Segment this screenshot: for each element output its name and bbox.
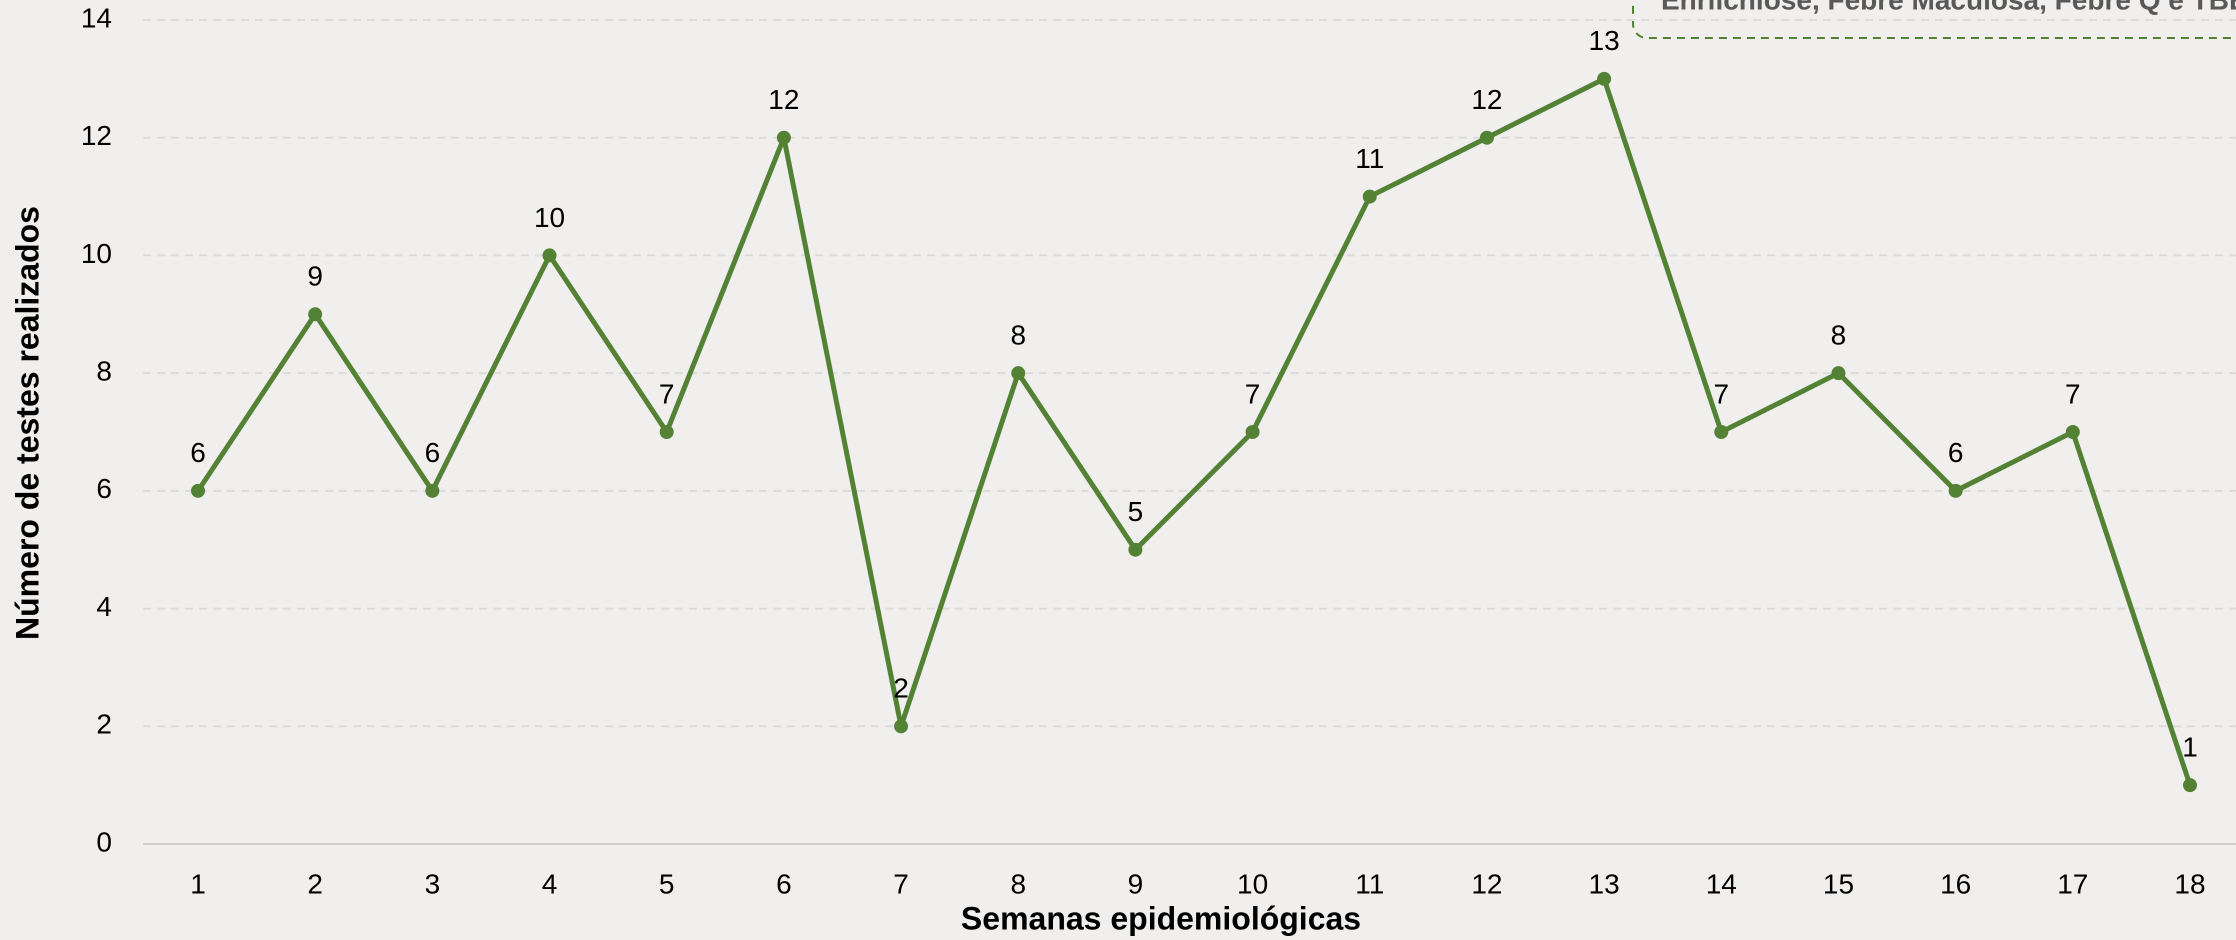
data-label: 7 <box>1714 378 1730 409</box>
point <box>425 483 440 498</box>
point <box>191 483 205 498</box>
x-tick-label: 11 <box>1355 868 1384 899</box>
data-label: 7 <box>659 378 675 409</box>
y-tick-label: 2 <box>96 709 112 740</box>
data-label: 5 <box>1128 496 1144 527</box>
data-label: 11 <box>1355 143 1384 174</box>
x-tick-label: 10 <box>1237 868 1268 899</box>
x-tick-label: 18 <box>2174 868 2205 899</box>
data-label: 2 <box>893 673 909 704</box>
data-label: 6 <box>425 437 441 468</box>
point <box>1362 189 1377 204</box>
point <box>659 425 674 439</box>
y-tick-label: 14 <box>81 2 112 33</box>
data-label: 8 <box>1010 320 1026 351</box>
data-label: 10 <box>534 202 565 233</box>
x-tick-label: 16 <box>1940 868 1971 899</box>
data-label: 6 <box>190 437 206 468</box>
data-label: 13 <box>1589 25 1620 56</box>
point <box>1245 425 1260 439</box>
point <box>2065 425 2080 439</box>
x-tick-label: 13 <box>1589 868 1620 899</box>
point <box>1128 542 1143 557</box>
point <box>1948 483 1963 498</box>
data-label: 7 <box>1245 378 1261 409</box>
x-tick-label: 3 <box>425 868 441 899</box>
point <box>2183 778 2197 793</box>
data-label: 8 <box>1831 320 1847 351</box>
y-tick-label: 0 <box>96 826 112 857</box>
y-tick-label: 10 <box>81 238 112 269</box>
line <box>195 76 2193 786</box>
y-tick-label: 4 <box>96 591 112 622</box>
annotation: Ehrlichiose, Febre Maculosa, Febre Q e T… <box>1661 0 2236 15</box>
point <box>776 130 791 145</box>
x-tick-label: 2 <box>307 868 323 899</box>
data-label: 1 <box>2182 732 2198 763</box>
point <box>308 307 323 322</box>
data-label: 12 <box>768 84 799 115</box>
point <box>894 719 909 734</box>
y-tick-label: 8 <box>96 356 112 387</box>
data-label: 7 <box>2065 378 2081 409</box>
point <box>1597 71 1612 86</box>
x-tick-label: 17 <box>2057 868 2088 899</box>
x-tick-label: 6 <box>776 868 792 899</box>
x-tick-label: 5 <box>659 868 675 899</box>
y-tick-label: 12 <box>81 120 112 151</box>
x-tick-label: 4 <box>542 868 558 899</box>
point <box>1831 366 1846 381</box>
x-tick-label: 12 <box>1471 868 1502 899</box>
x-axis-title: Semanas epidemiológicas <box>961 900 1361 936</box>
x-tick-label: 7 <box>893 868 909 899</box>
y-axis-title: Número de testes realizados <box>9 206 45 640</box>
x-tick-label: 15 <box>1823 868 1854 899</box>
x-tick-label: 1 <box>190 868 206 899</box>
point <box>1479 130 1494 145</box>
point <box>1714 425 1729 439</box>
data-label: 9 <box>307 261 323 292</box>
x-tick-label: 9 <box>1128 868 1144 899</box>
point <box>542 248 557 263</box>
data-label: 12 <box>1471 84 1502 115</box>
data-label: 6 <box>1948 437 1964 468</box>
x-tick-label: 14 <box>1706 868 1737 899</box>
point <box>1011 366 1026 381</box>
y-tick-label: 6 <box>96 473 112 504</box>
x-tick-label: 8 <box>1010 868 1026 899</box>
annotation-box <box>1632 0 2236 39</box>
